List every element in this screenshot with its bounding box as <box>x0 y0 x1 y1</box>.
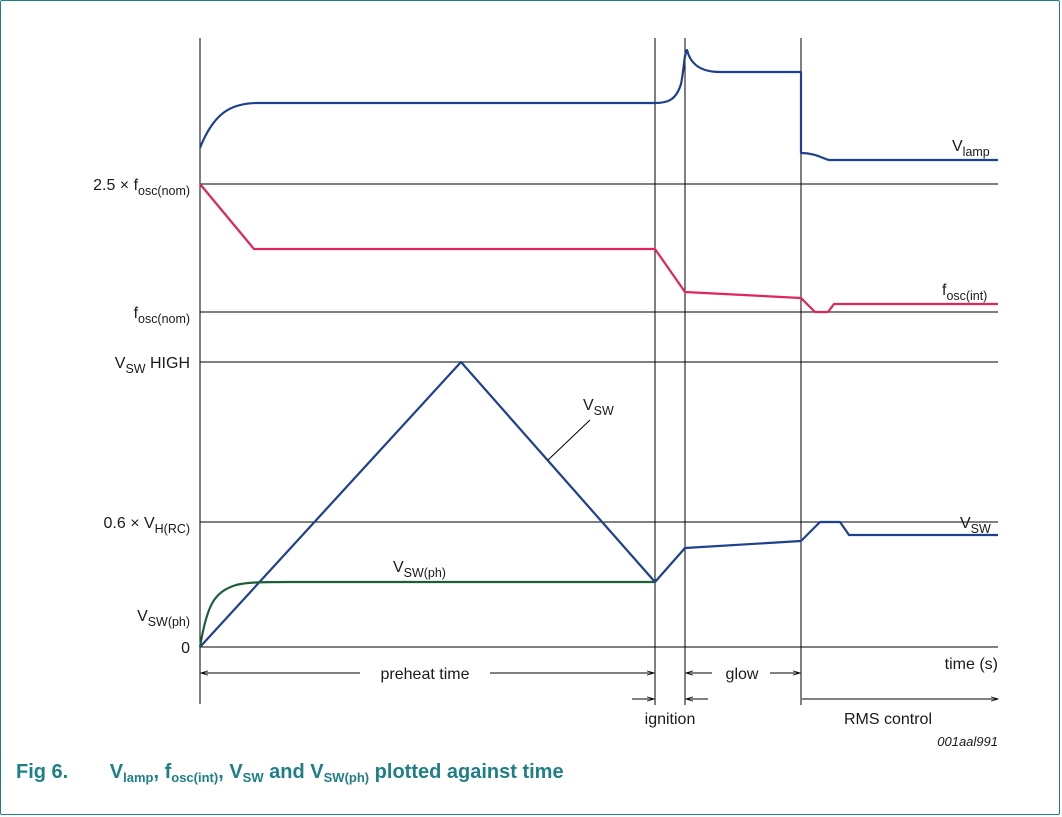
figure-number: Fig 6. <box>16 761 69 783</box>
ylabel-v06: 0.6 × VH(RC) <box>104 515 190 536</box>
grid-lines <box>199 38 998 705</box>
curve-vlamp <box>198 48 998 162</box>
caption-part-2: , V <box>218 761 243 783</box>
curves <box>198 48 998 648</box>
caption-part-1: , f <box>153 761 172 783</box>
curve-fosc <box>199 183 998 314</box>
caption-sub-1: osc(int) <box>171 770 219 785</box>
series-label-vswph_curve: VSW(ph) <box>393 559 446 580</box>
phase-label-preheat: preheat time <box>381 666 470 683</box>
curve-vswph_curve <box>198 580 655 648</box>
caption-part-0: V <box>109 761 124 783</box>
caption-part-4: plotted against time <box>369 761 564 783</box>
labels: 2.5 × fosc(nom) fosc(nom) VSW HIGH 0.6 × VH… <box>93 138 998 749</box>
series-label-vsw: VSW <box>960 515 991 536</box>
x-axis-label: time (s) <box>945 656 998 673</box>
ylabel-foscnom: fosc(nom) <box>134 305 190 326</box>
caption-sub-0: lamp <box>123 770 154 785</box>
caption-sub-3: SW(ph) <box>323 770 370 785</box>
series-label-vsw-triangle: VSW <box>583 397 614 418</box>
ylabel-vswhigh: VSW HIGH <box>115 355 190 376</box>
figure-code: 001aal991 <box>937 734 998 749</box>
caption-part-3: and V <box>263 761 324 783</box>
phase-label-rms: RMS control <box>844 711 932 728</box>
figure-caption: Fig 6. Vlamp, fosc(int), VSW and VSW(ph)… <box>16 761 564 785</box>
phase-annotations: preheat time glow ignition RMS control <box>201 666 998 728</box>
leader-line-vsw <box>547 419 591 461</box>
ylabel-vswph: VSW(ph) <box>137 608 190 629</box>
curve-vsw <box>199 360 998 648</box>
series-label-fosc: fosc(int) <box>942 282 987 303</box>
caption-title: Vlamp, fosc(int), VSW and VSW(ph) plotte… <box>109 761 564 785</box>
series-label-vlamp: Vlamp <box>952 138 990 159</box>
phase-label-ignition: ignition <box>645 711 696 728</box>
ylabel-zero: 0 <box>181 640 190 657</box>
caption-sub-2: SW <box>242 770 264 785</box>
timing-chart: 2.5 × fosc(nom) fosc(nom) VSW HIGH 0.6 × VH… <box>93 38 1062 749</box>
ylabel-fosc25: 2.5 × fosc(nom) <box>93 177 190 198</box>
phase-label-glow: glow <box>726 666 759 683</box>
